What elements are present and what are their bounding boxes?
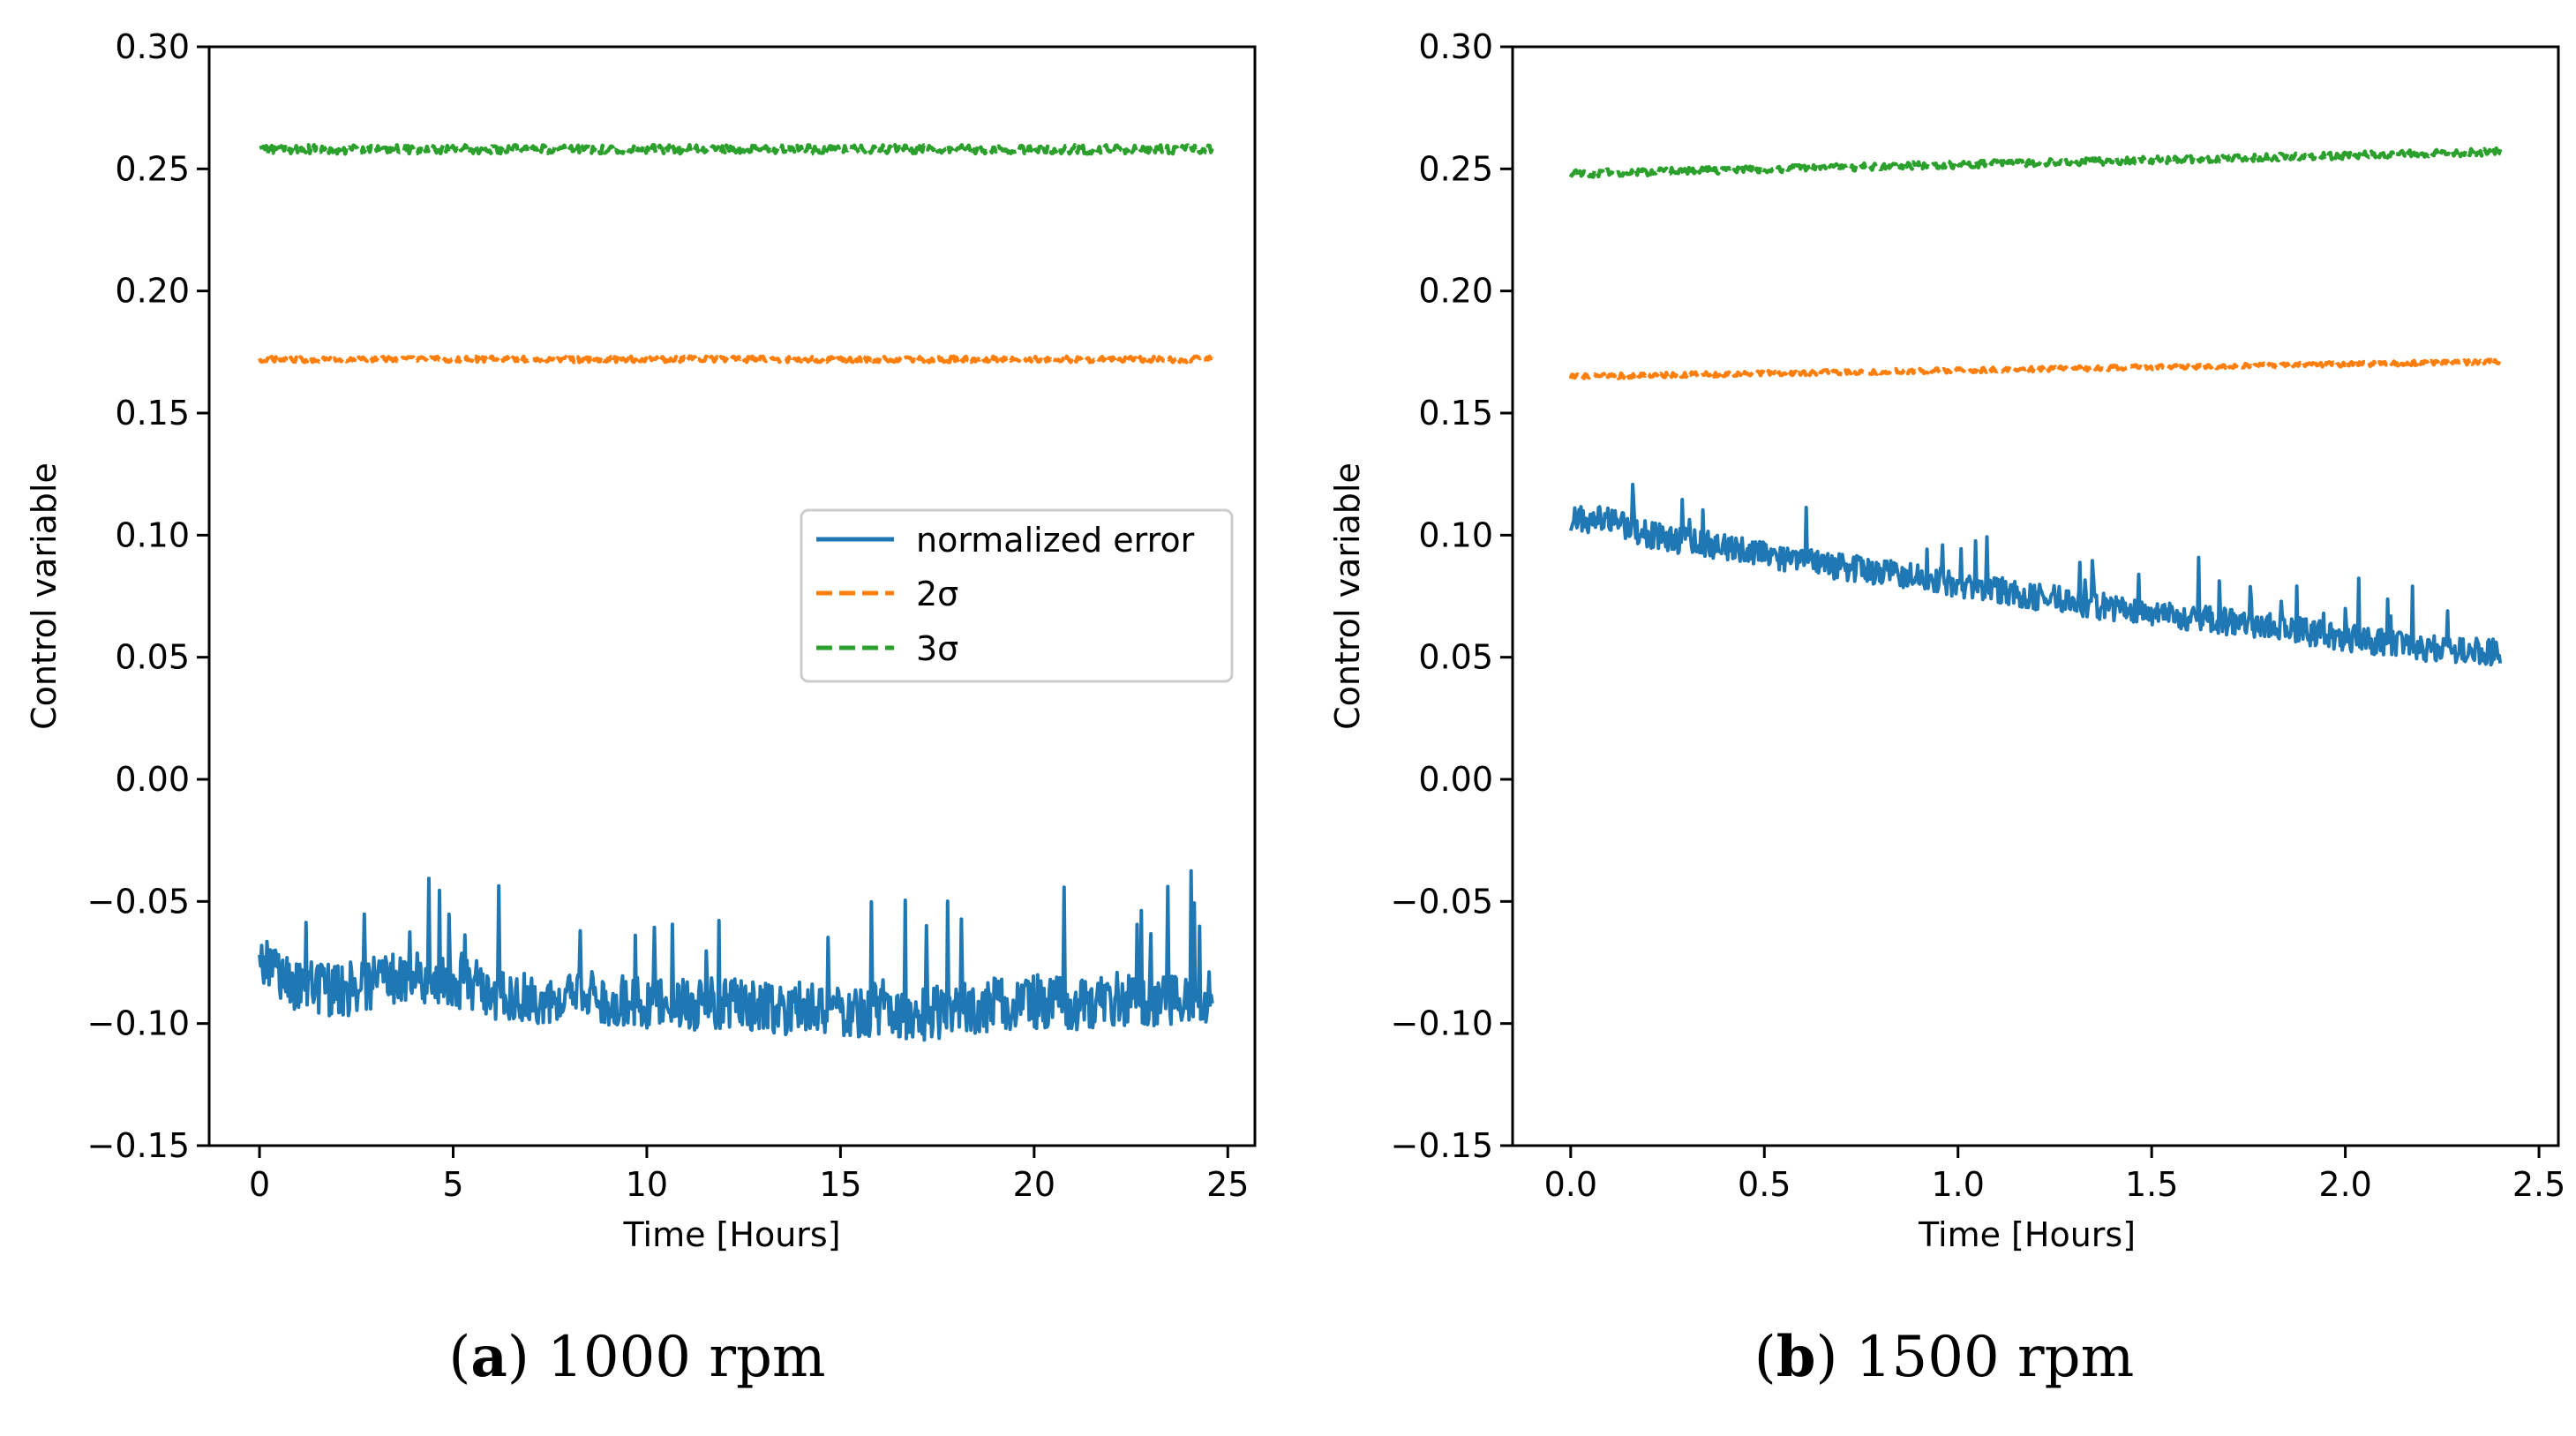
x-tick-label: 2.0 [2318,1165,2371,1204]
x-tick-label: 0 [249,1165,270,1204]
x-tick-label: 10 [626,1165,668,1204]
y-tick-label: 0.00 [1418,760,1493,799]
legend-label-normalized-error: normalized error [916,521,1195,560]
y-tick-label: 0.30 [115,27,190,66]
y-ticks-a: −0.15 −0.10 −0.05 0.00 0.05 0.10 0.15 0.20 0.25 0… [87,27,209,1165]
axes-frame-b [1511,45,2560,1147]
x-ticks-b: 0.0 0.5 1.0 1.5 2.0 2.5 [1544,1146,2565,1204]
y-tick-label: −0.05 [1391,882,1493,921]
panel-b: 0.0 0.5 1.0 1.5 2.0 2.5 −0.15 −0.10 −0.05 0.00 0.… [1328,27,2565,1254]
legend: normalized error 2σ 3σ [800,508,1234,683]
x-ticks-a: 0 5 10 15 20 25 [249,1146,1249,1204]
axes-frame-a [207,45,1257,1147]
y-tick-label: −0.05 [87,882,190,921]
y-tick-label: 0.10 [115,515,190,554]
y-tick-label: −0.15 [1391,1126,1493,1165]
y-axis-label-b: Control variable [1328,462,1367,730]
caption-a: (a) 1000 rpm [448,1324,826,1390]
x-tick-label: 15 [819,1165,861,1204]
x-tick-label: 1.5 [2125,1165,2178,1204]
y-axis-label-a: Control variable [25,462,64,730]
caption-letter-a: a [470,1324,507,1390]
x-tick-label: 20 [1013,1165,1055,1204]
y-tick-label: 0.30 [1418,27,1493,66]
x-axis-label-a: Time [Hours] [622,1215,840,1254]
caption-b: (b) 1500 rpm [1754,1324,2135,1390]
series-line-3sigma [1568,146,2503,179]
x-tick-label: 5 [442,1165,463,1204]
x-axis-label-b: Time [Hours] [1918,1215,2136,1254]
series-line-normalized-error [258,868,1214,1042]
y-tick-label: 0.05 [1418,638,1493,677]
y-ticks-b: −0.15 −0.10 −0.05 0.00 0.05 0.10 0.15 0.20 0.25 0… [1391,27,1513,1165]
x-tick-label: 2.5 [2512,1165,2565,1204]
y-tick-label: 0.15 [1418,394,1493,432]
caption-text-a: 1000 rpm [529,1325,826,1390]
legend-label-3sigma: 3σ [916,629,958,668]
y-tick-label: 0.20 [1418,272,1493,311]
y-tick-label: 0.00 [115,760,190,799]
y-tick-label: −0.10 [87,1004,190,1043]
y-tick-label: 0.15 [115,394,190,432]
plot-lines-a [258,143,1214,1042]
series-line-2sigma [1568,357,2502,380]
caption-text-b: 1500 rpm [1837,1325,2135,1390]
y-tick-label: 0.05 [115,638,190,677]
x-tick-label: 0.5 [1738,1165,1791,1204]
x-tick-label: 1.0 [1932,1165,1985,1204]
series-line-3sigma [259,143,1214,156]
series-line-normalized-error [1568,482,2503,667]
legend-frame [800,508,1234,683]
y-tick-label: −0.15 [87,1126,190,1165]
series-line-2sigma [258,354,1214,365]
y-tick-label: 0.25 [115,149,190,188]
panel-a: 0 5 10 15 20 25 −0.15 −0.10 −0.05 0.00 0.05 0.10 0.… [25,27,1257,1254]
y-tick-label: −0.10 [1391,1004,1493,1043]
y-tick-label: 0.10 [1418,515,1493,554]
y-tick-label: 0.20 [115,272,190,311]
y-tick-label: 0.25 [1418,149,1493,188]
x-tick-label: 25 [1206,1165,1249,1204]
x-tick-label: 0.0 [1544,1165,1597,1204]
plot-lines-b [1568,146,2503,667]
legend-label-2sigma: 2σ [916,575,958,613]
caption-letter-b: b [1776,1324,1816,1390]
